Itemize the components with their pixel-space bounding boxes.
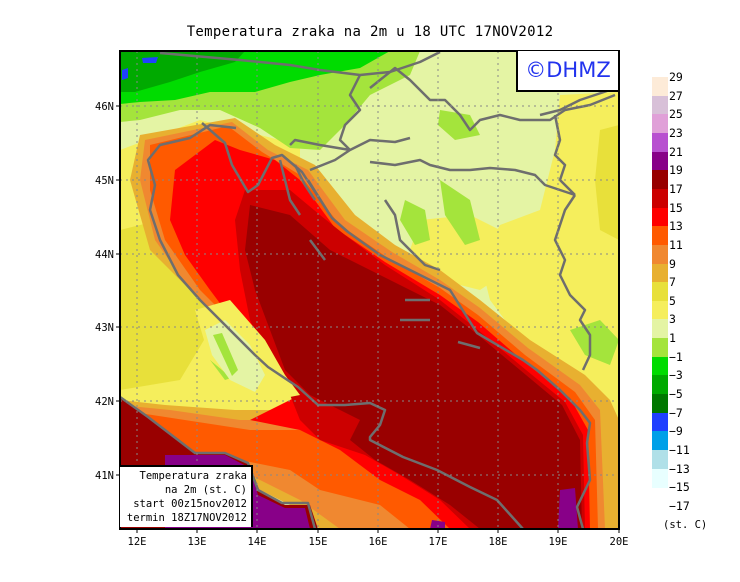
legend-label: −1 [669, 349, 683, 364]
coast-croatia [201, 122, 592, 529]
legend-swatch [652, 431, 668, 451]
legend-label: −15 [669, 480, 690, 495]
lon-label-13: 13E [188, 536, 207, 548]
legend-swatch [652, 188, 668, 209]
lon-label-18: 18E [489, 536, 508, 548]
legend-label: −5 [669, 387, 683, 402]
info-line-start: start 00z15nov2012 [133, 498, 247, 510]
lat-label-45: 45N [95, 175, 114, 187]
lon-label-19: 19E [549, 536, 568, 548]
legend-swatch [652, 207, 668, 227]
legend-swatch [652, 132, 668, 153]
legend-swatch [652, 114, 668, 134]
legend-label: 9 [669, 256, 676, 271]
legend-label: 17 [669, 181, 683, 196]
field-purple-south [430, 488, 578, 529]
legend-swatch [652, 356, 668, 376]
legend-label: 19 [669, 163, 683, 178]
legend-label: −3 [669, 368, 683, 383]
temperature-field [120, 51, 619, 529]
lon-label-20: 20E [610, 536, 629, 548]
field-blue-spot [122, 57, 158, 80]
axis-ticks [116, 105, 620, 533]
info-line-unit: na 2m (st. C) [164, 484, 247, 496]
legend-label: 23 [669, 125, 683, 140]
legend-label: 11 [669, 237, 683, 252]
lon-label-17: 17E [429, 536, 448, 548]
legend-unit: (st. C) [663, 519, 708, 531]
lat-label-43: 43N [95, 322, 114, 334]
lon-label-12: 12E [128, 536, 147, 548]
legend-swatch [652, 151, 668, 171]
legend-label: −9 [669, 424, 683, 439]
field-italy-land-green [213, 333, 238, 376]
info-line-valid: termin 18Z17NOV2012 [126, 512, 247, 524]
info-line-variable: Temperatura zraka [139, 470, 247, 482]
legend-label: 29 [669, 70, 683, 84]
legend-swatch [652, 412, 668, 432]
legend-label: −17 [669, 498, 690, 513]
legend-label: 13 [669, 219, 683, 234]
legend-swatch [652, 319, 668, 339]
legend-swatch [652, 282, 668, 302]
legend-swatch [652, 375, 668, 395]
legend-swatch [652, 170, 668, 190]
lon-label-15: 15E [309, 536, 328, 548]
legend-swatch [652, 300, 668, 320]
legend-swatch [652, 77, 668, 97]
legend-label: 15 [669, 200, 683, 215]
legend-swatch [652, 338, 668, 358]
legend-label: 5 [669, 293, 676, 308]
legend-swatch [652, 263, 668, 283]
legend-label: 27 [669, 88, 683, 103]
lon-label-14: 14E [248, 536, 267, 548]
legend-label: 7 [669, 275, 676, 290]
legend-label: 21 [669, 144, 683, 159]
graticule [120, 51, 619, 529]
info-box: Temperatura zraka na 2m (st. C) start 00… [120, 465, 253, 527]
legend-label: 25 [669, 107, 683, 122]
legend-label: −13 [669, 461, 690, 476]
border-bosnia-east [383, 199, 441, 272]
lat-label-46: 46N [95, 101, 114, 113]
coast-italy-adriatic [146, 123, 524, 529]
legend-swatch [652, 95, 668, 115]
border-north [159, 51, 611, 172]
legend-label: 1 [669, 331, 676, 346]
map-frame [119, 50, 620, 530]
legend-label: −7 [669, 405, 683, 420]
lon-label-16: 16E [369, 536, 388, 548]
lat-label-41: 41N [95, 470, 114, 482]
legend-swatch [652, 468, 668, 488]
legend-label: 3 [669, 312, 676, 327]
border-croatia-inland [369, 66, 616, 371]
map-title: Temperatura zraka na 2m u 18 UTC 17NOV20… [186, 24, 554, 40]
lat-label-44: 44N [95, 249, 114, 261]
legend-swatch [652, 450, 668, 470]
legend-swatch [652, 244, 668, 264]
legend-swatch [652, 394, 668, 414]
legend-swatch [652, 226, 668, 246]
coast-italy-tyrrhenian [120, 395, 317, 529]
legend-label: −11 [669, 443, 690, 457]
field-darkyellow-east [595, 125, 619, 240]
lat-label-42: 42N [95, 396, 114, 408]
dhmz-logo: ©DHMZ [516, 51, 618, 92]
